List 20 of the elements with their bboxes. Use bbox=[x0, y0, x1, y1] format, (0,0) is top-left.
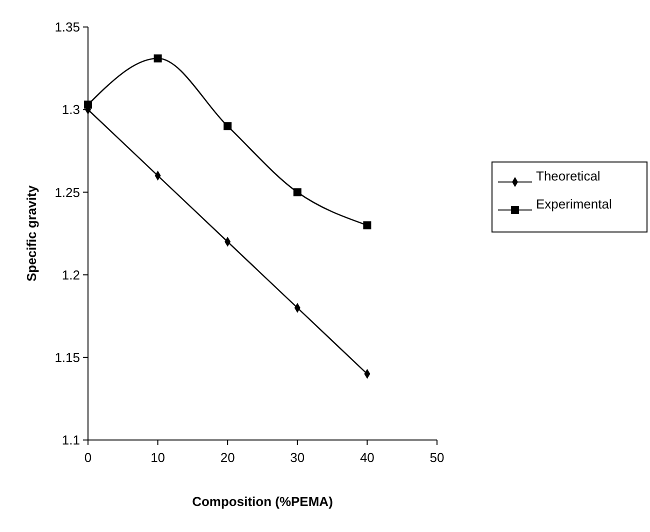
x-axis-title: Composition (%PEMA) bbox=[192, 494, 333, 509]
point bbox=[293, 188, 302, 196]
y-tick-label: 1.2 bbox=[62, 267, 80, 282]
legend-label: Theoretical bbox=[536, 168, 600, 184]
x-tick-label: 20 bbox=[220, 450, 235, 465]
x-tick-label: 40 bbox=[360, 450, 374, 465]
y-tick-label: 1.25 bbox=[54, 184, 80, 200]
x-tick-label: 50 bbox=[430, 450, 444, 465]
x-tick-label: 30 bbox=[290, 450, 305, 465]
y-tick-label: 1.15 bbox=[54, 350, 80, 365]
point bbox=[154, 54, 162, 62]
x-tick-label: 10 bbox=[150, 450, 166, 465]
point bbox=[224, 122, 232, 130]
legend-label: Experimental bbox=[536, 196, 612, 212]
y-tick-label: 1.3 bbox=[62, 102, 80, 118]
point bbox=[363, 221, 372, 230]
y-tick-label: 1.1 bbox=[62, 432, 80, 448]
x-tick-label: 0 bbox=[84, 450, 92, 465]
y-tick-label: 1.35 bbox=[54, 20, 80, 35]
y-axis-title: Specific gravity bbox=[24, 184, 39, 282]
